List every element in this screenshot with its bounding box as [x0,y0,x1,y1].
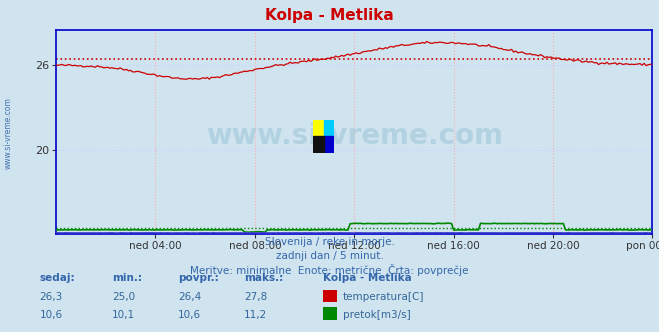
Text: Meritve: minimalne  Enote: metrične  Črta: povprečje: Meritve: minimalne Enote: metrične Črta:… [190,264,469,276]
Text: povpr.:: povpr.: [178,273,219,283]
Text: www.si-vreme.com: www.si-vreme.com [3,97,13,169]
Bar [324,120,334,136]
Text: 25,0: 25,0 [112,292,135,302]
Bar [313,120,324,136]
Text: 26,4: 26,4 [178,292,201,302]
Text: min.:: min.: [112,273,142,283]
Text: 10,1: 10,1 [112,310,135,320]
Text: maks.:: maks.: [244,273,283,283]
Text: 27,8: 27,8 [244,292,267,302]
Text: Kolpa - Metlika: Kolpa - Metlika [323,273,412,283]
Text: 11,2: 11,2 [244,310,267,320]
Text: 10,6: 10,6 [178,310,201,320]
Text: 26,3: 26,3 [40,292,63,302]
Text: zadnji dan / 5 minut.: zadnji dan / 5 minut. [275,251,384,261]
Text: Slovenija / reke in morje.: Slovenija / reke in morje. [264,237,395,247]
Text: Kolpa - Metlika: Kolpa - Metlika [265,8,394,23]
Text: sedaj:: sedaj: [40,273,75,283]
Bar [313,136,324,153]
Text: temperatura[C]: temperatura[C] [343,292,424,302]
Text: www.si-vreme.com: www.si-vreme.com [206,122,503,150]
Bar [324,136,334,153]
Text: 10,6: 10,6 [40,310,63,320]
Text: pretok[m3/s]: pretok[m3/s] [343,310,411,320]
